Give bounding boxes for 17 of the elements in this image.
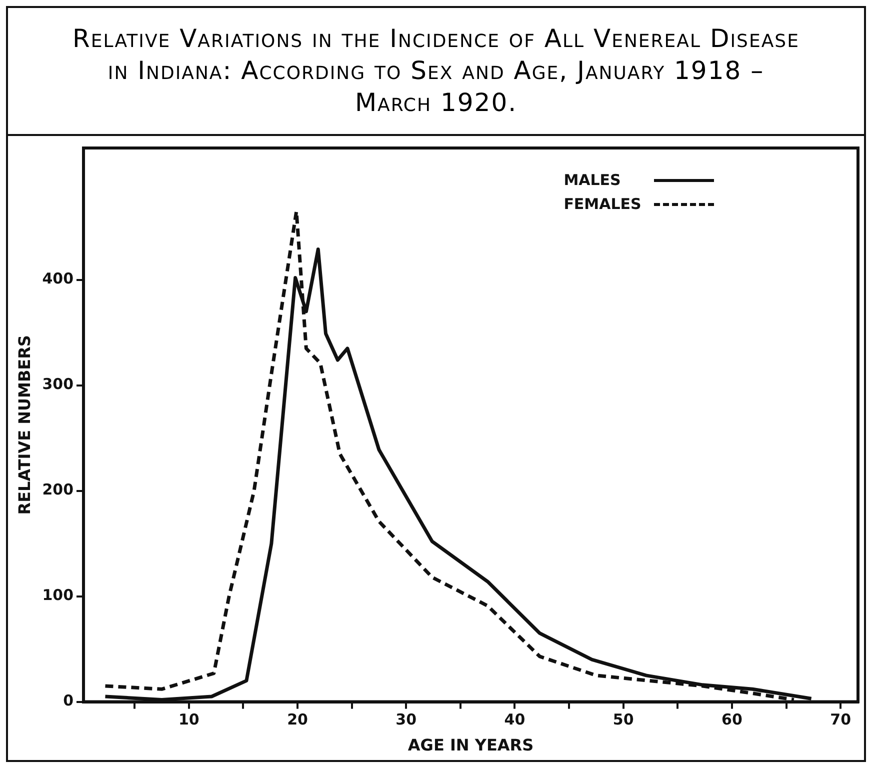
legend-label: MALES: [564, 171, 622, 189]
x-tick-label: 50: [612, 710, 634, 729]
y-axis-title: RELATIVE NUMBERS: [14, 335, 34, 515]
chart-title: Relative Variations in the Incidence of All Venereal Disease in Indiana: According to Sex and Age, January 1918 – March 1920.: [8, 8, 864, 136]
x-tick-label: 70: [830, 710, 852, 729]
x-tick-label: 30: [396, 710, 417, 729]
y-tick-label: 200: [42, 480, 74, 499]
y-tick-label: 300: [42, 375, 74, 394]
legend-label: FEMALES: [564, 195, 642, 213]
x-tick-label: 60: [722, 710, 742, 729]
x-tick-label: 40: [504, 710, 526, 729]
x-axis-title: AGE IN YEARS: [408, 736, 534, 755]
x-tick-label: 20: [287, 710, 308, 729]
y-tick-label: 400: [42, 270, 74, 288]
x-tick-label: 10: [178, 710, 200, 729]
y-tick-label: 100: [42, 586, 74, 604]
y-tick-label: 0: [63, 692, 74, 710]
